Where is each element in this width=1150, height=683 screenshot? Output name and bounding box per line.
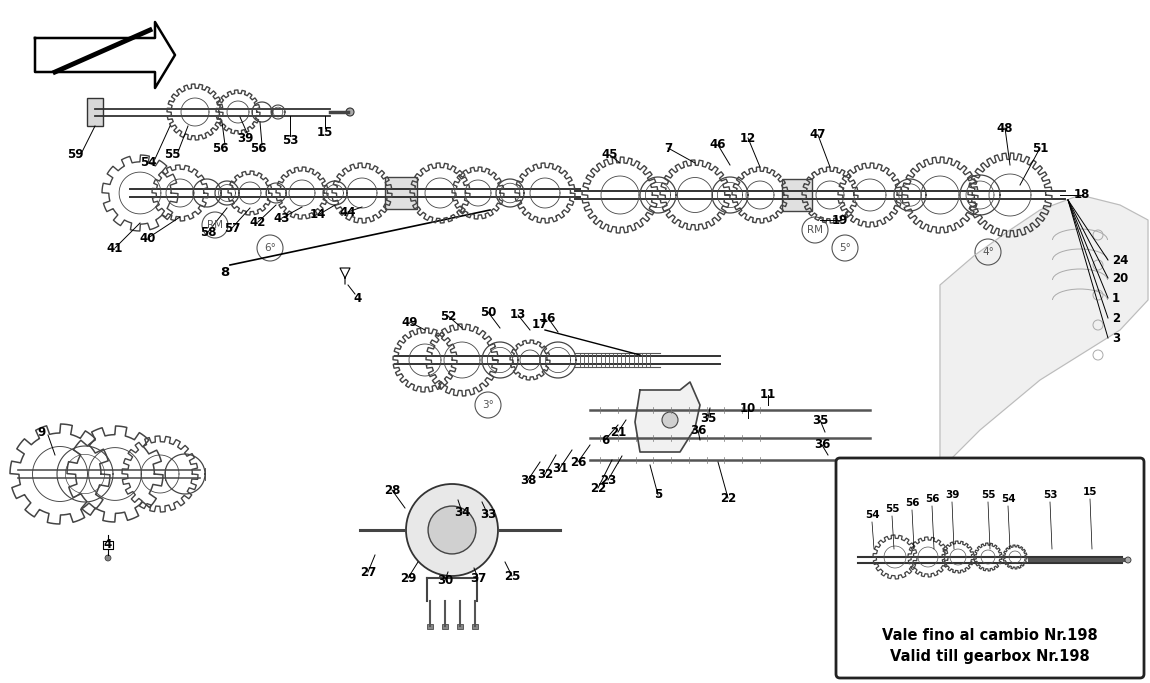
Text: 23: 23 <box>600 473 616 486</box>
Text: 17: 17 <box>531 318 549 331</box>
Text: 15: 15 <box>1083 487 1097 497</box>
Bar <box>87 98 103 126</box>
FancyBboxPatch shape <box>836 458 1144 678</box>
Text: 50: 50 <box>480 305 496 318</box>
Text: 31: 31 <box>552 462 568 475</box>
Text: 36: 36 <box>690 423 706 436</box>
Text: 6°: 6° <box>264 243 276 253</box>
Text: RM: RM <box>807 225 823 235</box>
Text: 16: 16 <box>539 311 557 324</box>
Bar <box>472 624 478 629</box>
Text: 1: 1 <box>1112 292 1120 305</box>
Text: 57: 57 <box>224 221 240 234</box>
Bar <box>442 624 448 629</box>
Text: 53: 53 <box>282 133 298 146</box>
Text: 39: 39 <box>945 490 959 500</box>
Bar <box>385 177 417 209</box>
Text: 41: 41 <box>107 242 123 255</box>
Text: 3°: 3° <box>482 400 494 410</box>
Circle shape <box>105 555 112 561</box>
Text: 32: 32 <box>537 467 553 481</box>
Text: 7: 7 <box>664 141 672 154</box>
Text: 12: 12 <box>739 132 757 145</box>
Text: 44: 44 <box>339 206 356 219</box>
Text: 15: 15 <box>316 126 333 139</box>
Text: 14: 14 <box>309 208 327 221</box>
Bar <box>457 624 463 629</box>
Text: 40: 40 <box>140 232 156 245</box>
Text: 6: 6 <box>600 434 610 447</box>
Text: 10: 10 <box>739 402 757 415</box>
Text: 42: 42 <box>250 216 266 229</box>
Bar <box>782 179 812 211</box>
Text: 18: 18 <box>1074 189 1090 201</box>
Text: 4°: 4° <box>982 247 994 257</box>
Text: 55: 55 <box>163 148 181 161</box>
Text: 5: 5 <box>844 458 852 471</box>
Bar <box>427 624 434 629</box>
Text: 34: 34 <box>454 505 470 518</box>
Text: 5: 5 <box>654 488 662 501</box>
Text: 22: 22 <box>590 482 606 494</box>
Text: 28: 28 <box>384 484 400 497</box>
Text: 56: 56 <box>250 141 267 154</box>
Text: 59: 59 <box>67 148 83 161</box>
Text: RM: RM <box>207 220 223 230</box>
Text: 8: 8 <box>221 266 230 279</box>
Text: Valid till gearbox Nr.198: Valid till gearbox Nr.198 <box>890 648 1090 663</box>
Circle shape <box>1125 557 1130 563</box>
Text: 43: 43 <box>274 212 290 225</box>
Text: 35: 35 <box>700 411 716 425</box>
Text: 22: 22 <box>720 492 736 505</box>
Text: 54: 54 <box>1000 494 1015 504</box>
Text: 29: 29 <box>400 572 416 585</box>
Circle shape <box>662 412 678 428</box>
Text: 19: 19 <box>831 214 849 227</box>
Text: 38: 38 <box>520 473 536 486</box>
Text: 11: 11 <box>760 389 776 402</box>
Text: 53: 53 <box>1043 490 1057 500</box>
Text: 56: 56 <box>905 498 919 508</box>
Polygon shape <box>940 195 1148 470</box>
Text: 52: 52 <box>439 309 457 322</box>
Text: 56: 56 <box>212 141 228 154</box>
Text: 46: 46 <box>710 139 727 152</box>
Text: 54: 54 <box>865 510 880 520</box>
Circle shape <box>428 506 476 554</box>
Text: 4: 4 <box>104 538 113 551</box>
Text: 13: 13 <box>509 309 527 322</box>
Text: 24: 24 <box>1112 253 1128 266</box>
Text: 30: 30 <box>437 574 453 587</box>
Text: 45: 45 <box>601 148 619 161</box>
Text: 55: 55 <box>884 504 899 514</box>
Text: Vale fino al cambio Nr.198: Vale fino al cambio Nr.198 <box>882 628 1098 643</box>
Text: 54: 54 <box>140 156 156 169</box>
Text: 21: 21 <box>610 426 626 438</box>
Text: 55: 55 <box>981 490 995 500</box>
Circle shape <box>346 108 354 116</box>
Text: 58: 58 <box>200 225 216 238</box>
Circle shape <box>406 484 498 576</box>
Text: 9: 9 <box>38 426 46 438</box>
Text: 37: 37 <box>470 572 486 585</box>
Text: 33: 33 <box>480 509 496 522</box>
Text: 48: 48 <box>997 122 1013 135</box>
Text: 27: 27 <box>360 566 376 579</box>
Text: 47: 47 <box>810 128 826 141</box>
Text: 51: 51 <box>1032 141 1048 154</box>
Text: 3: 3 <box>1112 331 1120 344</box>
Text: 4: 4 <box>354 292 362 305</box>
Text: 49: 49 <box>401 316 419 329</box>
Text: 56: 56 <box>925 494 940 504</box>
Polygon shape <box>34 22 175 88</box>
Text: 39: 39 <box>237 132 253 145</box>
Text: 35: 35 <box>812 413 828 426</box>
Text: 2: 2 <box>1112 311 1120 324</box>
Polygon shape <box>635 382 700 452</box>
Text: 20: 20 <box>1112 272 1128 285</box>
Text: 36: 36 <box>814 438 830 451</box>
Text: 25: 25 <box>504 570 520 583</box>
Text: 5°: 5° <box>840 243 851 253</box>
Text: 26: 26 <box>569 456 586 469</box>
